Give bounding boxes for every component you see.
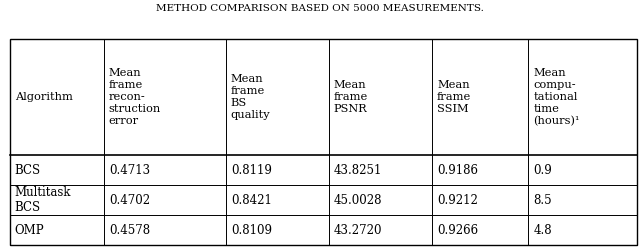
Text: 8.5: 8.5 — [533, 194, 552, 207]
Text: Mean
frame
SSIM: Mean frame SSIM — [437, 80, 471, 114]
Text: 0.9266: 0.9266 — [437, 224, 478, 236]
Text: 4.8: 4.8 — [533, 224, 552, 236]
Text: 0.8119: 0.8119 — [231, 164, 271, 177]
Text: 0.8109: 0.8109 — [231, 224, 272, 236]
Text: METHOD COMPARISON BASED ON 5000 MEASUREMENTS.: METHOD COMPARISON BASED ON 5000 MEASUREM… — [156, 4, 484, 13]
Text: 43.8251: 43.8251 — [334, 164, 382, 177]
Text: Algorithm: Algorithm — [15, 92, 72, 102]
Text: BCS: BCS — [15, 164, 41, 177]
Text: 0.8421: 0.8421 — [231, 194, 271, 207]
Text: Mean
frame
recon-
struction
error: Mean frame recon- struction error — [109, 68, 161, 126]
Text: 0.4578: 0.4578 — [109, 224, 150, 236]
Text: Multitask
BCS: Multitask BCS — [15, 186, 71, 214]
Text: 45.0028: 45.0028 — [334, 194, 382, 207]
Text: Mean
frame
BS
quality: Mean frame BS quality — [231, 74, 270, 120]
Text: OMP: OMP — [15, 224, 44, 236]
Text: Mean
frame
PSNR: Mean frame PSNR — [334, 80, 368, 114]
Text: 0.9212: 0.9212 — [437, 194, 478, 207]
Text: 0.9: 0.9 — [533, 164, 552, 177]
Text: 0.4713: 0.4713 — [109, 164, 150, 177]
Text: 43.2720: 43.2720 — [334, 224, 382, 236]
Text: 0.4702: 0.4702 — [109, 194, 150, 207]
Text: Mean
compu-
tational
time
(hours)¹: Mean compu- tational time (hours)¹ — [533, 68, 580, 126]
Text: 0.9186: 0.9186 — [437, 164, 478, 177]
